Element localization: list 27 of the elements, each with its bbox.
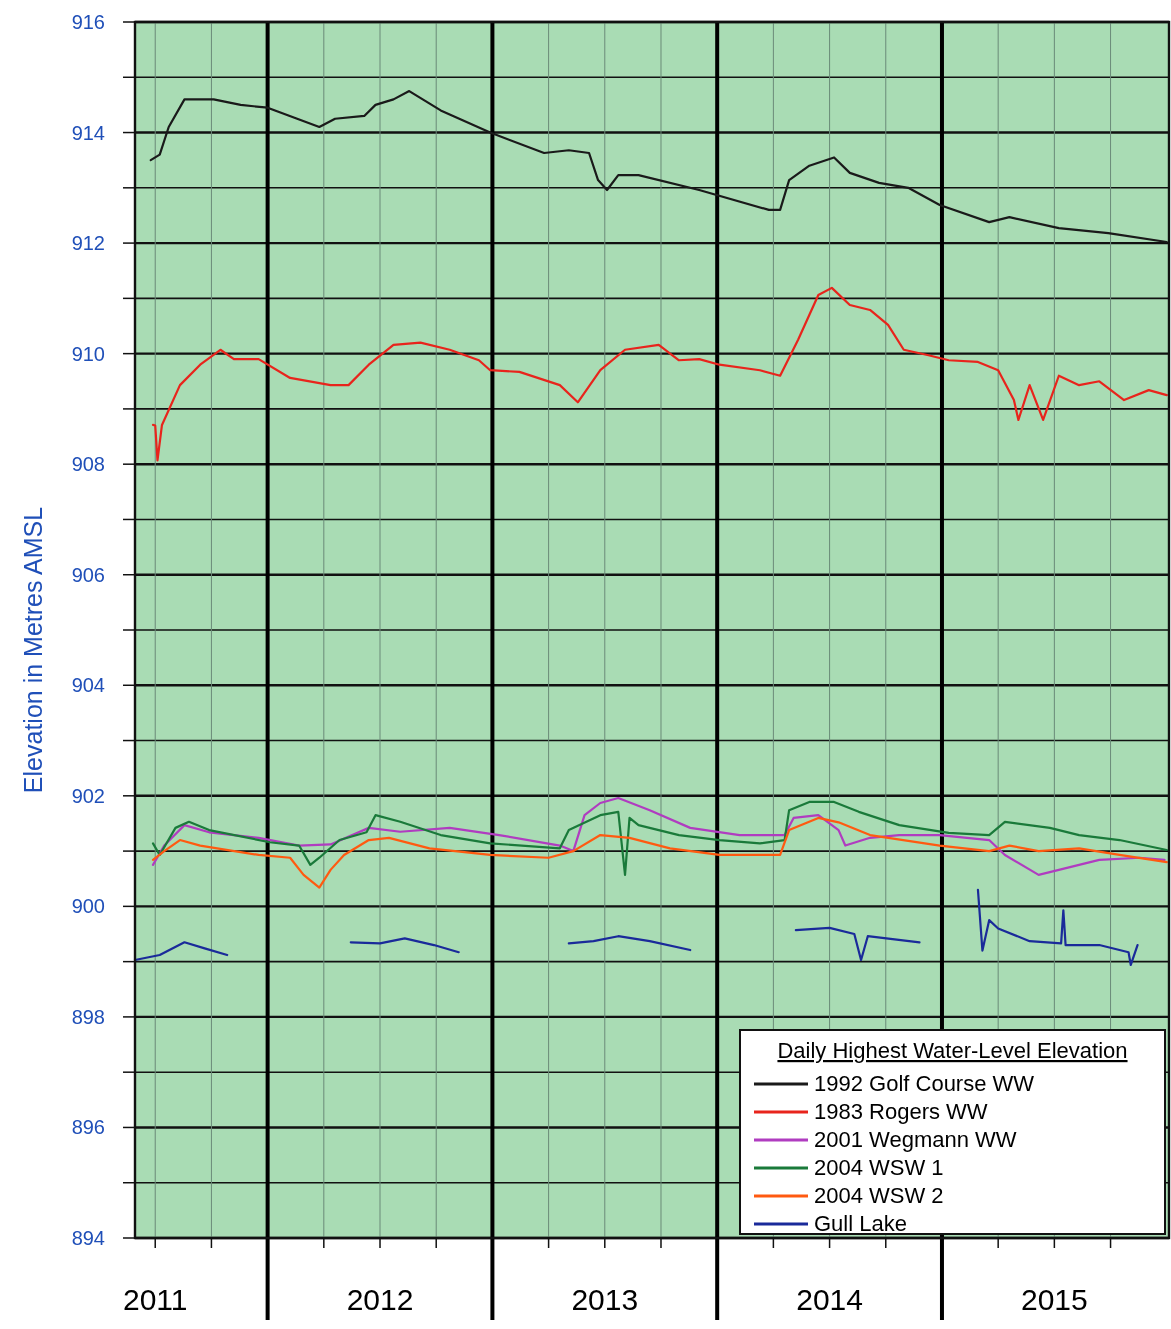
legend-label: 2004 WSW 1 [814, 1155, 944, 1180]
y-tick-label: 894 [71, 1227, 105, 1249]
x-tick-label: 2014 [796, 1283, 863, 1316]
y-tick-label: 906 [71, 563, 105, 586]
y-tick-label: 896 [71, 1116, 105, 1139]
legend-label: 1992 Golf Course WW [814, 1071, 1035, 1096]
y-tick-label: 912 [71, 232, 105, 255]
legend-label: 2004 WSW 2 [814, 1183, 944, 1208]
y-tick-label: 914 [71, 121, 105, 144]
y-axis-title: Elevation in Metres AMSL [19, 506, 47, 794]
y-tick-label: 898 [71, 1005, 105, 1028]
y-tick-label: 908 [71, 453, 105, 476]
y-tick-label: 910 [71, 342, 105, 365]
x-tick-label: 2013 [571, 1283, 639, 1316]
line-series [151, 286, 1168, 462]
legend-label: 1983 Rogers WW [814, 1099, 988, 1124]
x-tick-label: 2011 [122, 1283, 188, 1316]
legend-title: Daily Highest Water-Level Elevation [777, 1038, 1128, 1063]
y-tick-label: 900 [71, 895, 105, 918]
x-tick-label: 2015 [1020, 1283, 1088, 1316]
y-tick-label: 904 [71, 674, 105, 697]
legend-label: 2001 Wegmann WW [814, 1127, 1017, 1152]
y-tick-label: 916 [71, 11, 105, 33]
line-series [151, 816, 1168, 889]
y-tick-label: 902 [71, 784, 105, 807]
legend-label: Gull Lake [814, 1211, 907, 1236]
x-tick-label: 2012 [346, 1283, 414, 1316]
